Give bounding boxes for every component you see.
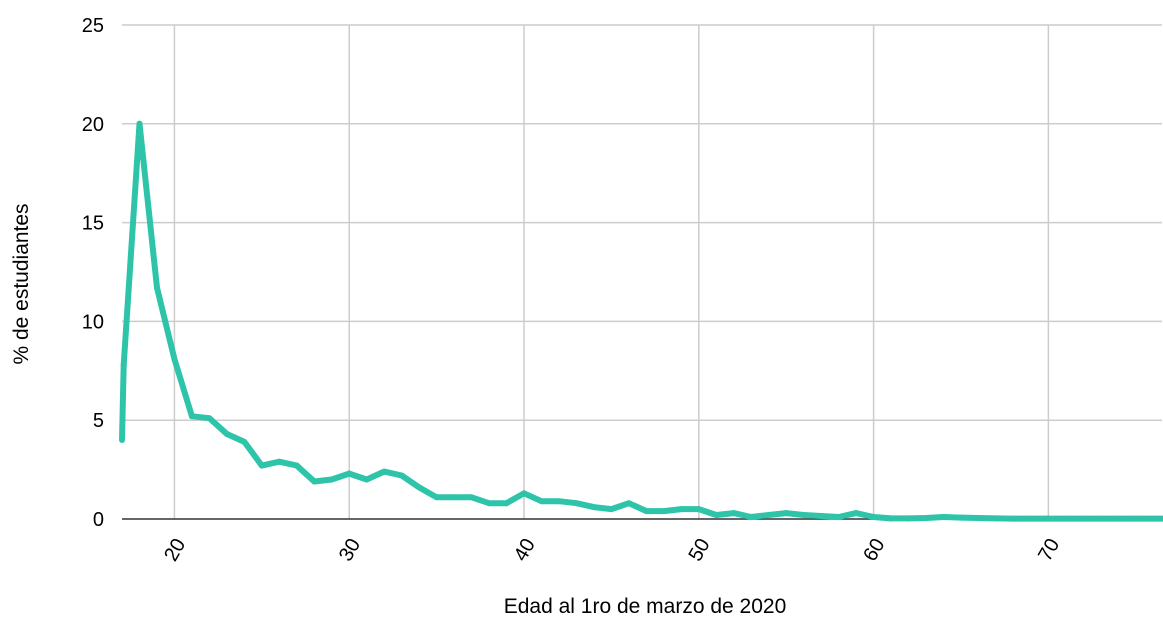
data-point xyxy=(870,514,877,521)
data-point xyxy=(311,478,318,485)
y-axis-tick-labels: 0 5 10 15 20 25 xyxy=(82,15,104,531)
data-point xyxy=(818,513,825,520)
data-point xyxy=(835,514,842,521)
data-point xyxy=(188,413,195,420)
data-point xyxy=(923,515,930,522)
data-point xyxy=(1062,515,1069,522)
data-point xyxy=(1027,515,1034,522)
data-point xyxy=(451,494,458,501)
data-point xyxy=(293,462,300,469)
data-point xyxy=(119,436,125,443)
data-point xyxy=(258,462,265,469)
data-point xyxy=(608,506,615,513)
data-point xyxy=(765,512,772,519)
data-point xyxy=(748,514,755,521)
y-tick-label: 10 xyxy=(82,311,104,333)
x-axis-tick-labels: 20 30 40 50 60 70 xyxy=(160,535,1064,565)
data-point xyxy=(276,458,283,465)
data-point xyxy=(136,120,143,127)
data-point xyxy=(940,514,947,521)
y-tick-label: 0 xyxy=(93,509,104,531)
data-point xyxy=(800,512,807,519)
data-point xyxy=(975,515,982,522)
data-point xyxy=(678,506,685,513)
data-point xyxy=(363,476,370,483)
data-point xyxy=(486,500,493,507)
data-points xyxy=(119,120,1163,522)
data-point xyxy=(660,508,667,515)
x-tick-label: 20 xyxy=(160,535,190,565)
data-point xyxy=(625,500,632,507)
data-point xyxy=(957,514,964,521)
data-point xyxy=(1097,515,1104,522)
y-tick-label: 5 xyxy=(93,410,104,432)
data-point xyxy=(223,431,230,438)
data-point xyxy=(521,490,528,497)
data-point xyxy=(1115,515,1122,522)
data-point xyxy=(1132,515,1139,522)
data-point xyxy=(1159,515,1163,522)
y-tick-label: 25 xyxy=(82,15,104,37)
data-point xyxy=(888,515,895,522)
data-point xyxy=(730,510,737,517)
x-axis-title: Edad al 1ro de marzo de 2020 xyxy=(504,595,787,618)
data-point xyxy=(1080,515,1087,522)
data-point xyxy=(1045,515,1052,522)
data-point xyxy=(905,515,912,522)
grid-lines xyxy=(122,24,1162,519)
data-point xyxy=(468,494,475,501)
data-point xyxy=(416,484,423,491)
data-point xyxy=(573,500,580,507)
data-point xyxy=(695,506,702,513)
data-point xyxy=(398,472,405,479)
data-point xyxy=(206,415,213,422)
data-point xyxy=(153,284,160,291)
data-point xyxy=(1010,515,1017,522)
data-point xyxy=(241,438,248,445)
data-point xyxy=(433,494,440,501)
data-point xyxy=(853,510,860,517)
data-point xyxy=(555,498,562,505)
data-point xyxy=(992,515,999,522)
data-point xyxy=(171,355,178,362)
y-axis-title: % de estudiantes xyxy=(10,203,33,364)
data-point xyxy=(643,508,650,515)
x-tick-label: 60 xyxy=(859,535,889,565)
y-tick-label: 15 xyxy=(82,213,104,235)
x-tick-label: 50 xyxy=(685,535,715,565)
x-tick-label: 40 xyxy=(510,535,540,565)
data-point xyxy=(381,468,388,475)
data-point xyxy=(538,498,545,505)
x-tick-label: 70 xyxy=(1034,535,1064,565)
x-tick-label: 30 xyxy=(335,535,365,565)
data-point xyxy=(328,476,335,483)
data-point xyxy=(783,510,790,517)
data-point xyxy=(713,512,720,519)
data-point xyxy=(503,500,510,507)
data-point xyxy=(590,504,597,511)
data-point xyxy=(346,470,353,477)
data-point xyxy=(120,361,127,368)
y-tick-label: 20 xyxy=(82,114,104,136)
